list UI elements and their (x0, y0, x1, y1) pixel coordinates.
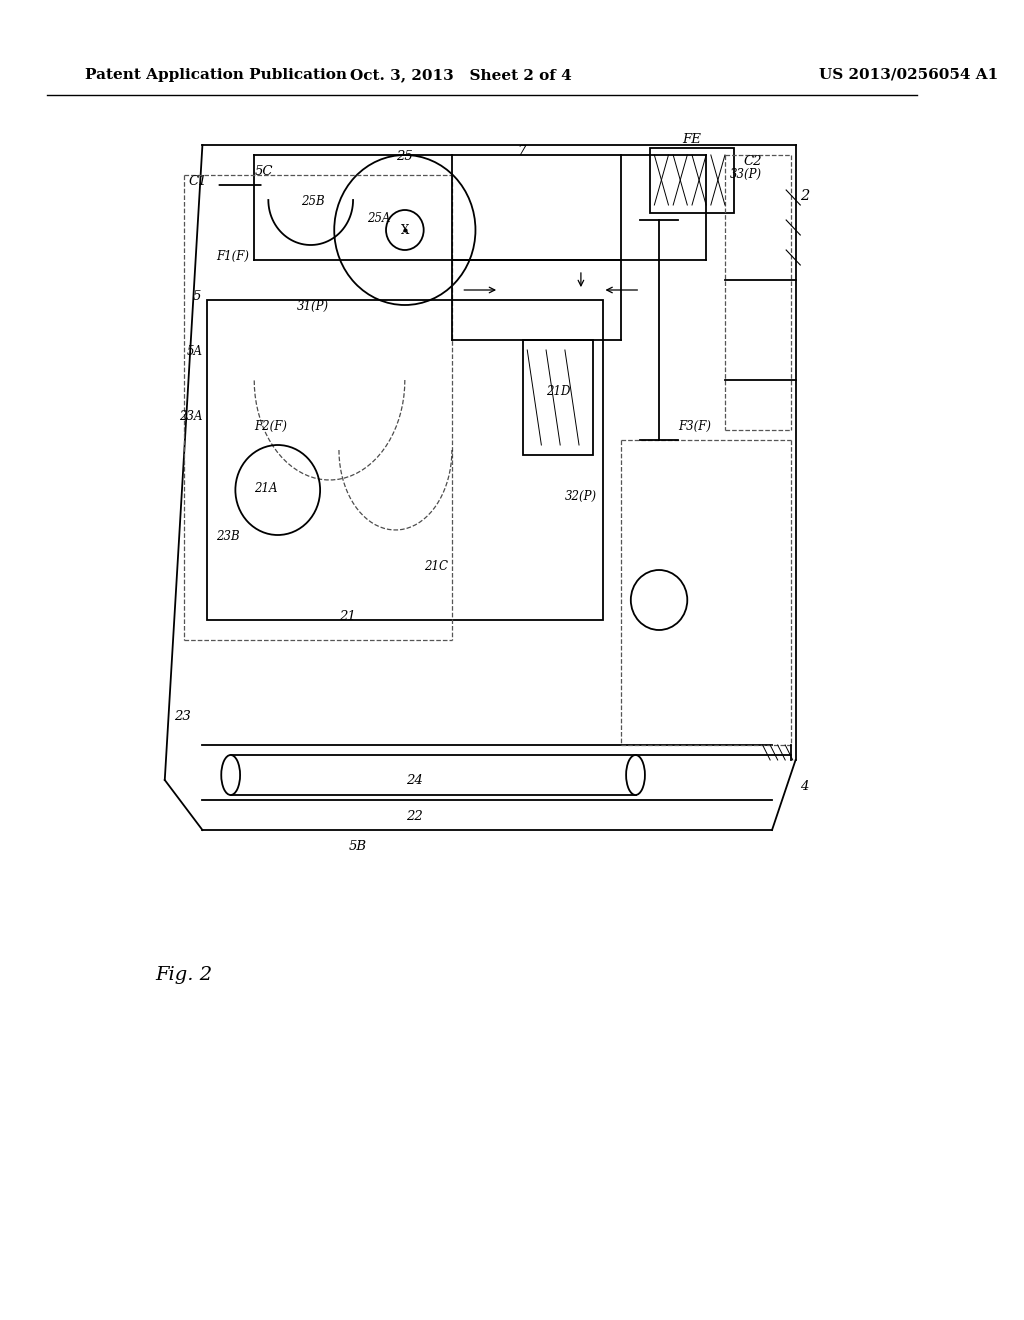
Text: 25A: 25A (368, 213, 391, 224)
Text: 32(P): 32(P) (565, 490, 597, 503)
Text: F3(F): F3(F) (678, 420, 711, 433)
Text: 2: 2 (801, 189, 810, 203)
Circle shape (386, 210, 424, 249)
Text: 24: 24 (406, 774, 423, 787)
Text: 5C: 5C (254, 165, 272, 178)
Text: F1(F): F1(F) (216, 249, 250, 263)
Text: 25: 25 (396, 150, 414, 162)
Text: 31(P): 31(P) (297, 300, 329, 313)
Text: 33(P): 33(P) (730, 168, 762, 181)
Text: 21: 21 (339, 610, 355, 623)
Circle shape (334, 154, 475, 305)
Text: 4: 4 (801, 780, 809, 793)
Bar (649, 148, 734, 213)
Text: 5B: 5B (349, 840, 367, 853)
Bar (207, 300, 602, 620)
Text: 5: 5 (193, 290, 202, 304)
Text: Patent Application Publication: Patent Application Publication (85, 69, 347, 82)
Text: C1: C1 (188, 176, 207, 187)
Text: 21D: 21D (546, 385, 570, 399)
Text: 5A: 5A (186, 345, 203, 358)
Text: Fig. 2: Fig. 2 (156, 966, 212, 983)
Text: 23: 23 (174, 710, 190, 723)
Text: 21A: 21A (254, 482, 278, 495)
Text: 23B: 23B (216, 531, 241, 543)
Text: C2: C2 (744, 154, 763, 168)
Text: US 2013/0256054 A1: US 2013/0256054 A1 (819, 69, 998, 82)
Text: 25B: 25B (301, 195, 325, 209)
Text: 21C: 21C (424, 560, 447, 573)
Text: 22: 22 (406, 810, 423, 822)
Text: 7: 7 (518, 145, 526, 158)
Ellipse shape (221, 755, 240, 795)
Ellipse shape (626, 755, 645, 795)
Bar (522, 341, 593, 455)
Text: X: X (400, 223, 409, 236)
Text: F2(F): F2(F) (254, 420, 287, 433)
Text: 23A: 23A (179, 411, 203, 422)
Text: FE: FE (683, 133, 701, 147)
Bar (230, 755, 636, 795)
Circle shape (236, 445, 321, 535)
Text: Oct. 3, 2013   Sheet 2 of 4: Oct. 3, 2013 Sheet 2 of 4 (350, 69, 572, 82)
